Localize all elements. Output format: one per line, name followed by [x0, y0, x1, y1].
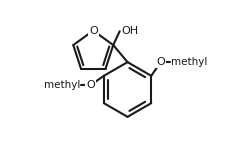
Text: O: O [89, 26, 98, 36]
Text: methyl: methyl [44, 80, 80, 90]
Text: O: O [87, 80, 95, 90]
Text: methyl: methyl [171, 57, 208, 67]
Text: OH: OH [121, 26, 138, 36]
Text: O: O [156, 57, 165, 67]
